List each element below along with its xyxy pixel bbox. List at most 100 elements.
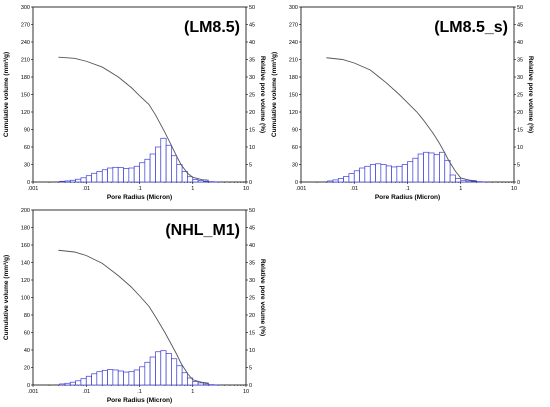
x-tick-label: .1 xyxy=(137,389,142,395)
y2-tick-label: 15 xyxy=(517,128,523,134)
histogram-bar xyxy=(348,173,355,183)
histogram-bar xyxy=(385,165,392,183)
histogram-bar xyxy=(144,158,151,183)
y-tick-label: 120 xyxy=(21,110,30,116)
histogram-bar xyxy=(69,381,76,386)
cumulative-curve xyxy=(58,56,209,181)
x-axis-label: Pore Radius (Micron) xyxy=(107,194,172,201)
histogram-bar xyxy=(85,175,92,183)
x-tick-label: 1 xyxy=(191,389,194,395)
x-tick-label: .01 xyxy=(82,186,90,192)
histogram-bar xyxy=(197,382,204,386)
y2-tick-label: 30 xyxy=(249,75,255,81)
histogram-bar xyxy=(470,180,478,183)
y-tick-label: 180 xyxy=(289,75,298,81)
histogram-bar xyxy=(364,165,371,183)
chart-title: (LM8.5_s) xyxy=(434,19,508,36)
y2-tick-label: 5 xyxy=(517,163,520,169)
histogram-bar xyxy=(396,165,403,183)
histogram-bar xyxy=(449,174,456,183)
histogram-bar xyxy=(80,378,87,386)
y-tick-label: 150 xyxy=(21,93,30,99)
y2-tick-label: 10 xyxy=(249,145,255,151)
histogram-bar xyxy=(433,154,440,183)
histogram-bar xyxy=(369,164,376,183)
histogram-bar xyxy=(460,179,467,183)
y-axis-label: Cumulative volume (mm³/g) xyxy=(3,255,10,340)
y2-tick-label: 10 xyxy=(249,348,255,354)
y2-tick-label: 45 xyxy=(517,23,523,29)
y2-tick-label: 30 xyxy=(249,278,255,284)
histogram-bar xyxy=(202,180,210,183)
y-tick-label: 40 xyxy=(24,348,30,354)
histogram-bar xyxy=(133,165,140,183)
histogram-bar xyxy=(202,383,210,386)
y-tick-label: 100 xyxy=(21,296,30,302)
y-tick-label: 210 xyxy=(289,58,298,64)
x-tick-label: .1 xyxy=(405,186,410,192)
histogram-bar xyxy=(112,166,119,183)
histogram-bar xyxy=(417,153,424,183)
y-tick-label: 120 xyxy=(289,110,298,116)
x-tick-label: .01 xyxy=(82,389,90,395)
y-tick-label: 0 xyxy=(27,383,30,389)
y2-tick-label: 35 xyxy=(517,58,523,64)
y-tick-label: 80 xyxy=(24,313,30,319)
histogram-bar xyxy=(91,172,98,183)
histogram-bar xyxy=(353,170,360,183)
cumulative-curve xyxy=(58,249,209,384)
y2-tick-label: 25 xyxy=(249,93,255,99)
y2-tick-label: 20 xyxy=(517,110,523,116)
histogram-bar xyxy=(133,369,140,386)
chart-svg: 0204060801001201401601802000510152025303… xyxy=(3,208,266,404)
histogram-bar xyxy=(181,171,188,183)
chart-panel-lm85: 0 30 60 90 120 150 180 210 240 270 300 0 5 10 15 20 25 30… xyxy=(0,0,266,201)
histogram-bar xyxy=(75,178,82,183)
y-tick-label: 60 xyxy=(24,145,30,151)
x-axis-label: Pore Radius (Micron) xyxy=(375,194,440,201)
y-tick-label: 240 xyxy=(289,40,298,46)
histogram-bar xyxy=(428,152,435,183)
histogram-bar xyxy=(423,151,430,183)
histogram-bar xyxy=(176,164,183,183)
y2-tick-label: 5 xyxy=(249,366,252,372)
histogram-bar xyxy=(75,380,82,386)
chart-title: (LM8.5) xyxy=(184,19,240,36)
y-tick-label: 30 xyxy=(292,163,298,169)
chart-svg: 0306090120150180210240270300051015202530… xyxy=(271,5,534,201)
histogram-bar xyxy=(107,167,114,183)
y2-tick-label: 25 xyxy=(249,296,255,302)
y-tick-label: 90 xyxy=(292,128,298,134)
chart-title: (NHL_M1) xyxy=(165,222,240,239)
chart-panel-nhlm1: 0 20 40 60 80 100 120 140 160 180 200 0 5 10 15 20 25 30 3… xyxy=(0,203,266,404)
y-tick-label: 160 xyxy=(21,243,30,249)
histogram-bar xyxy=(96,371,103,386)
histogram-bar xyxy=(160,350,167,386)
y2-tick-label: 50 xyxy=(517,5,523,11)
histogram-bar xyxy=(64,180,71,183)
histogram-bar xyxy=(91,373,98,386)
y2-tick-label: 10 xyxy=(517,145,523,151)
y2-tick-label: 50 xyxy=(249,208,255,214)
x-tick-label: 1 xyxy=(459,186,462,192)
histogram-bar xyxy=(165,353,172,386)
y2-tick-label: 20 xyxy=(249,313,255,319)
y-tick-label: 300 xyxy=(21,5,30,11)
histogram-bar xyxy=(380,164,387,183)
y-tick-label: 60 xyxy=(292,145,298,151)
y2-tick-label: 35 xyxy=(249,261,255,267)
histogram-bar xyxy=(192,381,199,386)
histogram-bar xyxy=(117,370,124,386)
y-tick-label: 120 xyxy=(21,278,30,284)
x-tick-label: 10 xyxy=(243,186,249,192)
histogram-bar xyxy=(465,180,472,183)
y2-tick-label: 45 xyxy=(249,226,255,232)
y2-tick-label: 15 xyxy=(249,128,255,134)
histogram-bar xyxy=(444,159,451,183)
histogram-bar xyxy=(187,176,194,183)
histogram-bar xyxy=(343,176,350,183)
histogram-bar xyxy=(407,161,414,183)
histogram-bar xyxy=(69,179,76,183)
y-tick-label: 90 xyxy=(24,128,30,134)
histogram-bar xyxy=(439,151,446,183)
